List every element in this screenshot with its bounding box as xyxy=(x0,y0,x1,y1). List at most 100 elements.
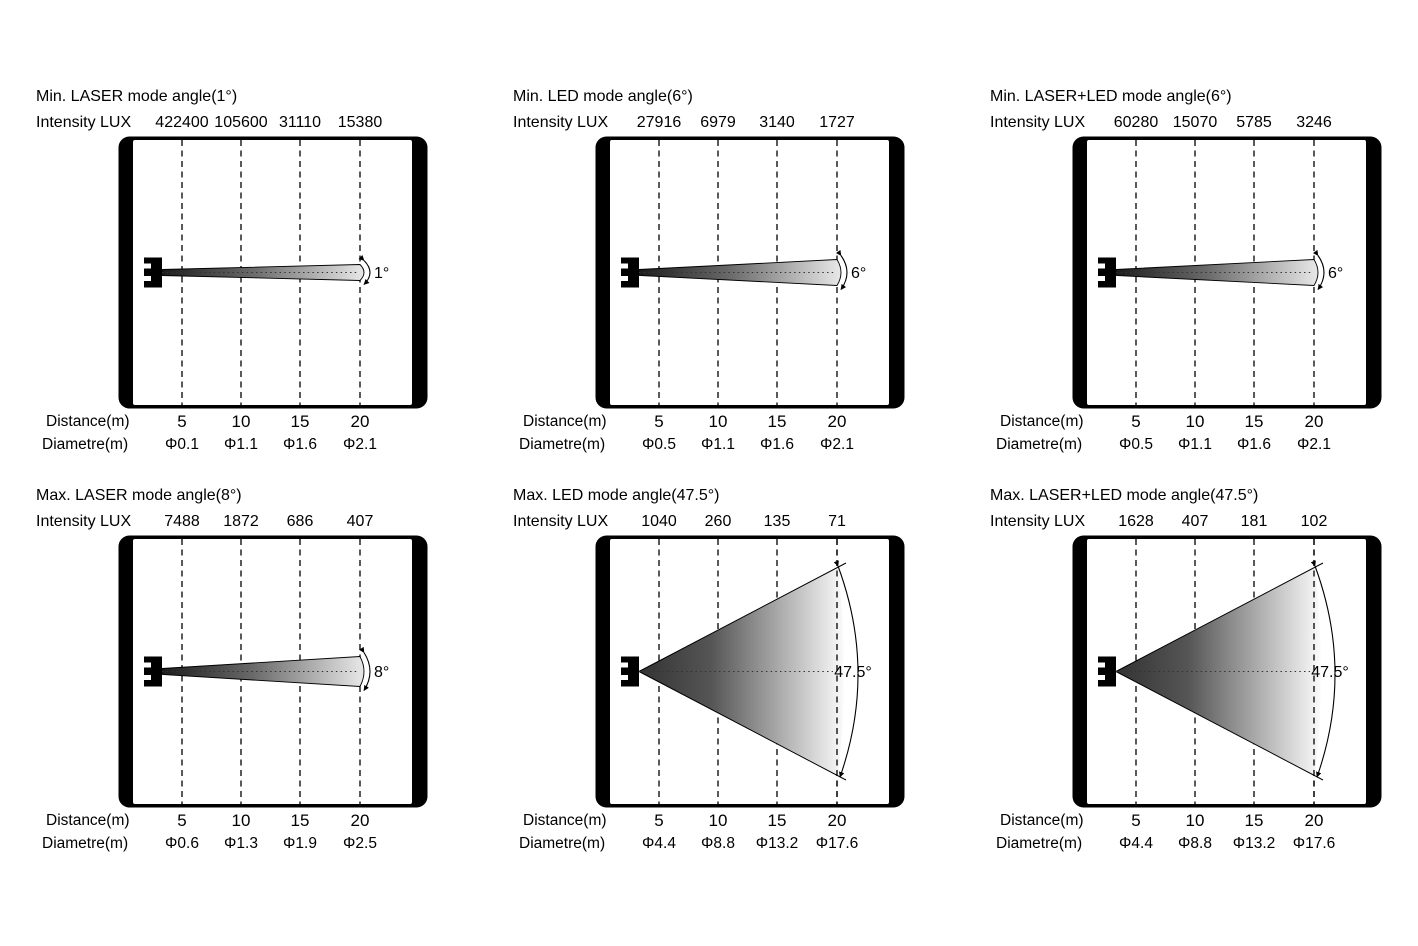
beam-outline xyxy=(1115,562,1324,672)
distance-label: Distance(m) xyxy=(46,812,130,829)
diameter-value: Φ13.2 xyxy=(1232,835,1276,852)
diameter-row: Diametre(m) Φ4.4 Φ8.8 Φ13.2 Φ17.6 xyxy=(990,834,1418,858)
intensity-value: 181 xyxy=(1240,513,1268,530)
intensity-value: 407 xyxy=(346,513,374,530)
fixture-icon xyxy=(144,257,162,288)
distance-value: 5 xyxy=(654,811,664,830)
intensity-row: Intensity LUX 7488 1872 686 407 xyxy=(36,509,513,535)
distance-value: 10 xyxy=(708,811,728,830)
distance-value: 20 xyxy=(827,412,847,431)
distance-value: 5 xyxy=(177,811,187,830)
fixture-icon xyxy=(621,257,639,288)
diameter-value: Φ0.1 xyxy=(165,436,199,453)
beam-diagram-svg: 47.5° xyxy=(1072,535,1382,808)
distance-value: 15 xyxy=(290,412,310,431)
diameter-value: Φ17.6 xyxy=(815,835,859,852)
distance-row: Distance(m) 5 10 15 20 xyxy=(990,409,1418,435)
distance-row: Distance(m) 5 10 15 20 xyxy=(36,409,513,435)
beam-diagram-svg: 6° xyxy=(595,136,905,409)
distance-label: Distance(m) xyxy=(1000,812,1084,829)
distance-label: Distance(m) xyxy=(1000,413,1084,430)
diameter-value: Φ4.4 xyxy=(1119,835,1153,852)
diameter-label: Diametre(m) xyxy=(996,436,1083,453)
diameter-value: Φ1.6 xyxy=(283,436,317,453)
distance-value: 20 xyxy=(350,811,370,830)
intensity-row: Intensity LUX 27916 6979 3140 1727 xyxy=(513,110,990,136)
distance-value: 5 xyxy=(654,412,664,431)
distance-label: Distance(m) xyxy=(46,413,130,430)
distance-row: Distance(m) 5 10 15 20 xyxy=(513,808,990,834)
intensity-value: 7488 xyxy=(164,513,200,530)
intensity-label: Intensity LUX xyxy=(36,114,132,131)
intensity-value: 102 xyxy=(1300,513,1328,530)
fixture-icon xyxy=(1098,656,1116,687)
distance-value: 10 xyxy=(1185,412,1205,431)
intensity-value: 1727 xyxy=(819,114,855,131)
beam-diagram-svg: 47.5° xyxy=(595,535,905,808)
intensity-value: 31110 xyxy=(278,114,322,131)
beam-outline xyxy=(638,562,847,672)
distance-value: 10 xyxy=(708,412,728,431)
intensity-value: 71 xyxy=(828,513,846,530)
diameter-value: Φ2.1 xyxy=(1297,436,1331,453)
distance-value: 20 xyxy=(350,412,370,431)
intensity-row: Intensity LUX 60280 15070 5785 3246 xyxy=(990,110,1418,136)
intensity-value: 1872 xyxy=(223,513,259,530)
beam-cone xyxy=(1116,568,1321,775)
angle-label: 47.5° xyxy=(834,664,872,681)
panel-title: Min. LED mode angle(6°) xyxy=(513,88,693,105)
intensity-value: 1628 xyxy=(1118,513,1154,530)
angle-label: 6° xyxy=(1328,265,1343,282)
intensity-value: 407 xyxy=(1181,513,1209,530)
diameter-value: Φ0.5 xyxy=(642,436,676,453)
intensity-label: Intensity LUX xyxy=(36,513,132,530)
beam-outline xyxy=(638,671,847,781)
intensity-value: 686 xyxy=(286,513,314,530)
distance-value: 15 xyxy=(290,811,310,830)
distance-value: 15 xyxy=(1244,811,1264,830)
diameter-row: Diametre(m) Φ0.5 Φ1.1 Φ1.6 Φ2.1 xyxy=(513,435,990,459)
panel-title: Max. LED mode angle(47.5°) xyxy=(513,487,720,504)
intensity-value: 15070 xyxy=(1172,114,1218,131)
diameter-label: Diametre(m) xyxy=(519,436,606,453)
distance-label: Distance(m) xyxy=(523,812,607,829)
distance-value: 15 xyxy=(767,811,787,830)
intensity-value: 27916 xyxy=(636,114,682,131)
diameter-row: Diametre(m) Φ0.1 Φ1.1 Φ1.6 Φ2.1 xyxy=(36,435,513,459)
diameter-value: Φ1.6 xyxy=(760,436,794,453)
intensity-value: 105600 xyxy=(214,114,268,131)
beam-outline xyxy=(1115,671,1324,781)
angle-label: 8° xyxy=(374,664,389,681)
beam-diagram: 47.5° xyxy=(1072,535,1382,808)
diameter-value: Φ0.5 xyxy=(1119,436,1153,453)
panel-max-laser-led: Max. LASER+LED mode angle(47.5°) Intensi… xyxy=(990,485,1418,858)
intensity-value: 3140 xyxy=(759,114,795,131)
beam-diagram: 6° xyxy=(595,136,905,409)
intensity-value: 6979 xyxy=(700,114,736,131)
panel-max-laser: Max. LASER mode angle(8°) Intensity LUX … xyxy=(36,485,513,858)
panel-min-laser: Min. LASER mode angle(1°) Intensity LUX … xyxy=(36,86,513,459)
diameter-value: Φ1.1 xyxy=(701,436,735,453)
intensity-row: Intensity LUX 422400 105600 31110 15380 xyxy=(36,110,513,136)
fixture-icon xyxy=(144,656,162,687)
intensity-value: 60280 xyxy=(1113,114,1159,131)
beam-diagram: 47.5° xyxy=(595,535,905,808)
diameter-row: Diametre(m) Φ0.5 Φ1.1 Φ1.6 Φ2.1 xyxy=(990,435,1418,459)
intensity-value: 3246 xyxy=(1296,114,1332,131)
panel-title: Max. LASER mode angle(8°) xyxy=(36,487,242,504)
beam-diagram-svg: 8° xyxy=(118,535,428,808)
distance-value: 5 xyxy=(1131,811,1141,830)
intensity-row: Intensity LUX 1040 260 135 71 xyxy=(513,509,990,535)
distance-value: 20 xyxy=(1304,412,1324,431)
distance-value: 10 xyxy=(1185,811,1205,830)
diameter-value: Φ1.9 xyxy=(283,835,317,852)
intensity-label: Intensity LUX xyxy=(990,513,1086,530)
fixture-icon xyxy=(1098,257,1116,288)
intensity-value: 260 xyxy=(704,513,732,530)
distance-value: 15 xyxy=(767,412,787,431)
diameter-label: Diametre(m) xyxy=(519,835,606,852)
diameter-value: Φ2.1 xyxy=(820,436,854,453)
intensity-label: Intensity LUX xyxy=(513,114,609,131)
diameter-value: Φ0.6 xyxy=(165,835,199,852)
